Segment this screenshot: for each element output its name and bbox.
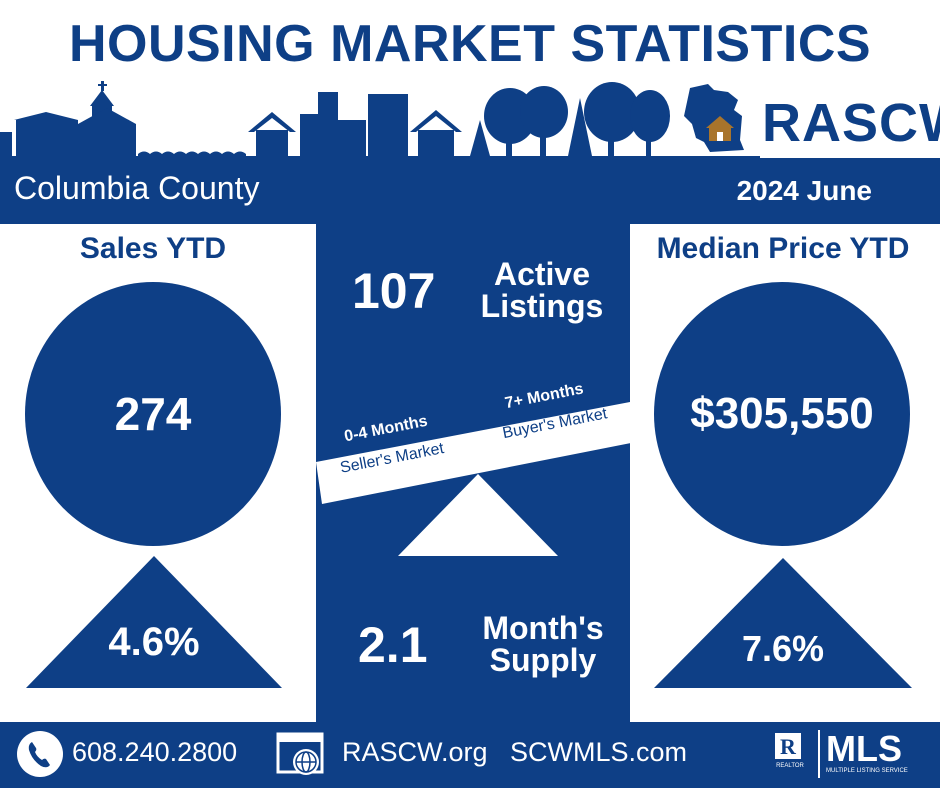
median-change-triangle-icon [654, 558, 912, 688]
median-heading: Median Price YTD [656, 232, 910, 265]
phone-icon [17, 731, 63, 777]
active-label-line1: Active [493, 256, 591, 292]
footer-site-scwmls[interactable]: SCWMLS.com [510, 737, 688, 767]
active-listings-value: 107 [352, 263, 436, 319]
sales-heading: Sales YTD [79, 232, 227, 265]
house-icon-2 [410, 110, 462, 156]
svg-text:R: R [780, 734, 797, 759]
logo-house-icon [706, 116, 734, 141]
report-period: 2024 June [736, 175, 872, 206]
median-change: 7.6% [741, 628, 825, 669]
house-icon [248, 112, 296, 156]
median-value: $305,550 [690, 389, 874, 438]
realtor-logo-text: REALTOR [776, 763, 804, 769]
church-icon [78, 81, 136, 156]
active-listings-label: Active Listings [468, 258, 616, 322]
median-circle: $305,550 [654, 282, 910, 546]
mls-logo-text: MLS [826, 728, 902, 769]
sales-change-triangle-icon [26, 556, 282, 688]
scale-beam [316, 402, 636, 504]
scale-fulcrum-icon [398, 474, 558, 556]
realtor-logo-icon: R [775, 733, 801, 759]
supply-label-line2: Supply [489, 642, 597, 678]
water-waves-icon [138, 151, 246, 157]
sales-change: 4.6% [108, 620, 200, 664]
web-globe-icon [276, 732, 324, 775]
county-name: Columbia County [14, 170, 260, 206]
supply-label-line1: Month's [482, 610, 604, 646]
school-building-icon [14, 112, 78, 156]
logo-divider [818, 730, 820, 778]
sellers-range: 0-4 Months [342, 412, 430, 446]
active-label-line2: Listings [480, 288, 604, 324]
footer-phone[interactable]: 608.240.2800 [72, 737, 238, 767]
sales-value: 274 [114, 388, 192, 440]
striped-building-icon [0, 132, 12, 156]
header-band [0, 158, 940, 224]
wisconsin-logo-icon [684, 84, 744, 152]
mls-logo-subtext: MULTIPLE LISTING SERVICE [826, 768, 908, 774]
market-scale-graphic [316, 402, 636, 556]
brand-logo-text: RASCW [762, 93, 940, 153]
supply-label: Month's Supply [468, 612, 618, 676]
skyline-illustration [0, 81, 760, 160]
page-title: HOUSING MARKET STATISTICS [68, 15, 872, 73]
sellers-label: Seller's Market [338, 440, 446, 477]
footer-site-rascw[interactable]: RASCW.org [342, 737, 488, 767]
city-buildings-icon [300, 92, 408, 156]
buyers-range: 7+ Months [503, 380, 585, 413]
trees-icon [470, 82, 670, 156]
supply-value: 2.1 [358, 617, 428, 673]
sales-circle: 274 [25, 282, 281, 546]
